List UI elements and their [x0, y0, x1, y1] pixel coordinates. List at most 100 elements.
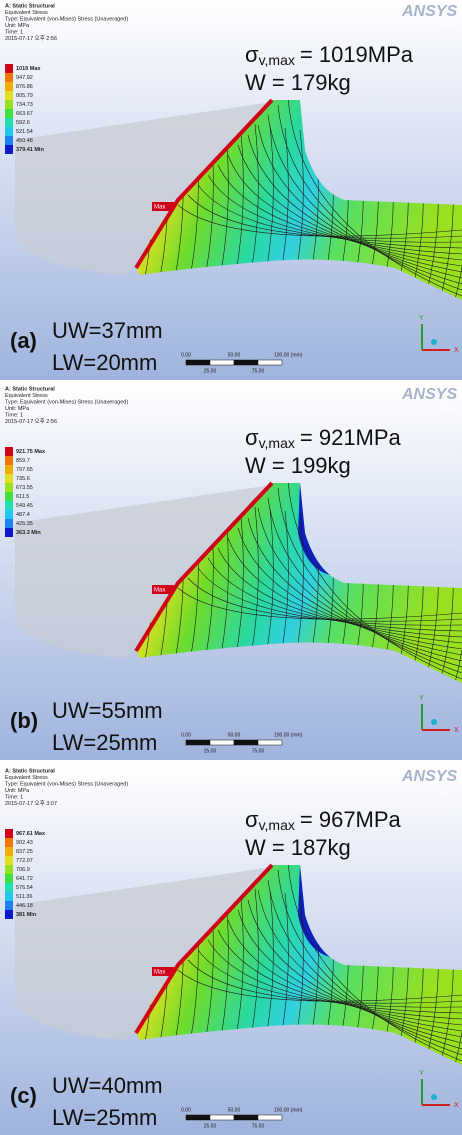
scale-label: 25.00 [204, 748, 217, 754]
scale-label: 0.00 [181, 352, 191, 358]
legend-label: 673.55 [16, 485, 33, 491]
header-line: Equivalent Stress [5, 393, 48, 399]
stress-value: = 967MPa [300, 807, 402, 832]
uw-label: UW=55mm [52, 698, 163, 723]
z-axis-dot [431, 1094, 437, 1100]
legend-label: 1019 Max [16, 66, 41, 72]
weight: W = 199kg [245, 453, 351, 478]
header-line: 2015-07-17 오후 2:56 [5, 418, 57, 425]
header-line: Type: Equivalent (von-Mises) Stress (Una… [5, 781, 128, 787]
header-line: Type: Equivalent (von-Mises) Stress (Una… [5, 16, 128, 22]
legend-label: 706.9 [16, 867, 30, 873]
legend-swatch [5, 910, 13, 919]
legend-label: 921.75 Max [16, 449, 46, 455]
header-line: 2015-07-17 오후 3:07 [5, 800, 57, 807]
axis-label: X [454, 727, 459, 734]
scale-segment [258, 1115, 282, 1120]
legend-swatch [5, 465, 13, 474]
scale-segment [186, 1115, 210, 1120]
version: 13.0 [440, 786, 456, 795]
figure: A: Static StructuralEquivalent StressTyp… [0, 0, 462, 1135]
axis-label: X [454, 347, 459, 354]
legend-swatch [5, 838, 13, 847]
uw-label: UW=37mm [52, 318, 163, 343]
header-line: Unit: MPa [5, 406, 30, 412]
stress-value: = 921MPa [300, 425, 402, 450]
header-line: A: Static Structural [5, 386, 55, 392]
case-label: (c) [10, 1083, 37, 1108]
legend-swatch [5, 145, 13, 154]
legend-label: 735.6 [16, 476, 30, 482]
logo: ANSYS [401, 768, 457, 785]
header-line: Time: 1 [5, 794, 23, 800]
scale-segment [210, 360, 234, 365]
panel: A: Static StructuralEquivalent StressTyp… [0, 765, 462, 1135]
header-line: Type: Equivalent (von-Mises) Stress (Una… [5, 399, 128, 405]
version: 13.0 [440, 404, 456, 413]
header-line: Unit: MPa [5, 23, 30, 29]
scale-label: 50.00 [228, 352, 241, 358]
scale-segment [234, 360, 258, 365]
scale-segment [234, 1115, 258, 1120]
legend-swatch [5, 483, 13, 492]
scale-segment [186, 360, 210, 365]
legend-swatch [5, 865, 13, 874]
scale-segment [258, 360, 282, 365]
header-line: A: Static Structural [5, 768, 55, 774]
legend-label: 425.35 [16, 521, 33, 527]
max-tag: Max [154, 970, 165, 976]
legend-label: 837.25 [16, 849, 33, 855]
stress-symbol: σ [245, 425, 259, 450]
header-line: Time: 1 [5, 29, 23, 35]
axis-label: Y [419, 315, 424, 322]
legend-swatch [5, 519, 13, 528]
scale-label: 100.00 (mm) [274, 352, 303, 358]
stress-symbol: σ [245, 42, 259, 67]
legend-label: 734.73 [16, 102, 33, 108]
scale-label: 0.00 [181, 732, 191, 738]
panel: A: Static StructuralEquivalent StressTyp… [0, 0, 462, 380]
legend-label: 450.48 [16, 138, 33, 144]
legend-label: 876.86 [16, 84, 33, 90]
scale-segment [210, 1115, 234, 1120]
legend-swatch [5, 82, 13, 91]
legend-swatch [5, 64, 13, 73]
legend-label: 487.4 [16, 512, 30, 518]
header-line: Time: 1 [5, 412, 23, 418]
max-tag: Max [154, 588, 165, 594]
legend-swatch [5, 883, 13, 892]
legend-label: 663.67 [16, 111, 33, 117]
stress-value: = 1019MPa [300, 42, 414, 67]
scale-label: 75.00 [252, 368, 265, 374]
legend-label: 859.7 [16, 458, 30, 464]
legend-swatch [5, 901, 13, 910]
scale-label: 75.00 [252, 748, 265, 754]
lw-label: LW=20mm [52, 350, 157, 375]
scale-label: 50.00 [228, 732, 241, 738]
scale-label: 100.00 (mm) [274, 1107, 303, 1113]
scale-label: 50.00 [228, 1107, 241, 1113]
legend-swatch [5, 73, 13, 82]
legend-label: 611.5 [16, 494, 29, 500]
legend-swatch [5, 510, 13, 519]
legend-swatch [5, 501, 13, 510]
legend-swatch [5, 528, 13, 537]
lw-label: LW=25mm [52, 730, 157, 755]
legend-label: 446.18 [16, 903, 33, 909]
header-line: Equivalent Stress [5, 10, 48, 16]
header-line: Unit: MPa [5, 788, 30, 794]
scale-label: 100.00 (mm) [274, 732, 303, 738]
legend-label: 902.43 [16, 840, 33, 846]
stress-subscript: v,max [259, 52, 295, 68]
z-axis-dot [431, 719, 437, 725]
legend-swatch [5, 829, 13, 838]
scale-segment [186, 740, 210, 745]
legend-swatch [5, 456, 13, 465]
stress-symbol: σ [245, 807, 259, 832]
legend-swatch [5, 447, 13, 456]
stress-subscript: v,max [259, 435, 295, 451]
case-label: (a) [10, 328, 37, 353]
legend-swatch [5, 892, 13, 901]
z-axis-dot [431, 339, 437, 345]
